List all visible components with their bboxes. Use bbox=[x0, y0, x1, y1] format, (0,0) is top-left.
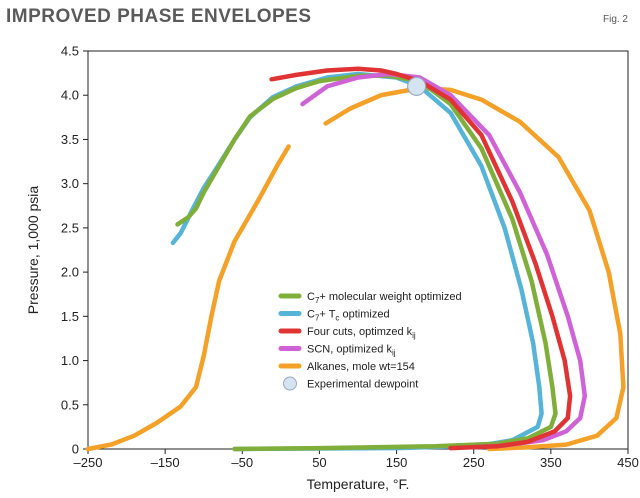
x-axis-label: Temperature, °F. bbox=[307, 476, 410, 492]
figure-label: Fig. 2 bbox=[602, 14, 628, 25]
x-tick-label: 250 bbox=[463, 455, 485, 470]
chart-title: Improved phase envelopes bbox=[6, 6, 312, 27]
y-tick-label: 2.0 bbox=[61, 265, 79, 280]
y-tick-label: 3.5 bbox=[61, 132, 79, 147]
legend-label: Alkanes, mole wt=154 bbox=[307, 361, 415, 373]
y-tick-label: 1.0 bbox=[61, 353, 79, 368]
series-line-orange-1 bbox=[323, 85, 626, 452]
x-tick-label: –50 bbox=[231, 455, 253, 470]
series-line-red-0 bbox=[269, 66, 573, 451]
legend-label: Four cuts, optimzed kij bbox=[307, 326, 416, 340]
x-tick-label: 450 bbox=[617, 455, 639, 470]
x-tick-label: –150 bbox=[151, 455, 180, 470]
legend-label-dewpoint: Experimental dewpoint bbox=[307, 379, 418, 391]
legend-label: C7+ molecular weight optimized bbox=[307, 291, 462, 305]
experimental-dewpoint-marker bbox=[407, 76, 427, 96]
y-tick-label: 1.5 bbox=[61, 309, 79, 324]
x-tick-label: 50 bbox=[312, 455, 326, 470]
series-line-orange-0 bbox=[85, 144, 291, 452]
y-tick-label: 4.5 bbox=[61, 44, 79, 59]
y-tick-label: 0 bbox=[72, 442, 79, 457]
x-tick-label: –250 bbox=[74, 455, 103, 470]
x-tick-label: 350 bbox=[540, 455, 562, 470]
series-line-magenta-0 bbox=[300, 71, 588, 450]
y-tick-label: 4.0 bbox=[61, 88, 79, 103]
legend-label: C7+ Tc optimized bbox=[307, 309, 390, 323]
y-tick-label: 3.0 bbox=[61, 176, 79, 191]
y-tick-label: 2.5 bbox=[61, 220, 79, 235]
series-line-green-0 bbox=[175, 73, 558, 452]
legend-label: SCN, optimized kij bbox=[307, 344, 396, 358]
legend-dewpoint-swatch bbox=[283, 376, 297, 391]
x-tick-label: 150 bbox=[386, 455, 408, 470]
y-tick-label: 0.5 bbox=[61, 397, 79, 412]
y-axis-label: Pressure, 1,000 psia bbox=[25, 186, 41, 315]
